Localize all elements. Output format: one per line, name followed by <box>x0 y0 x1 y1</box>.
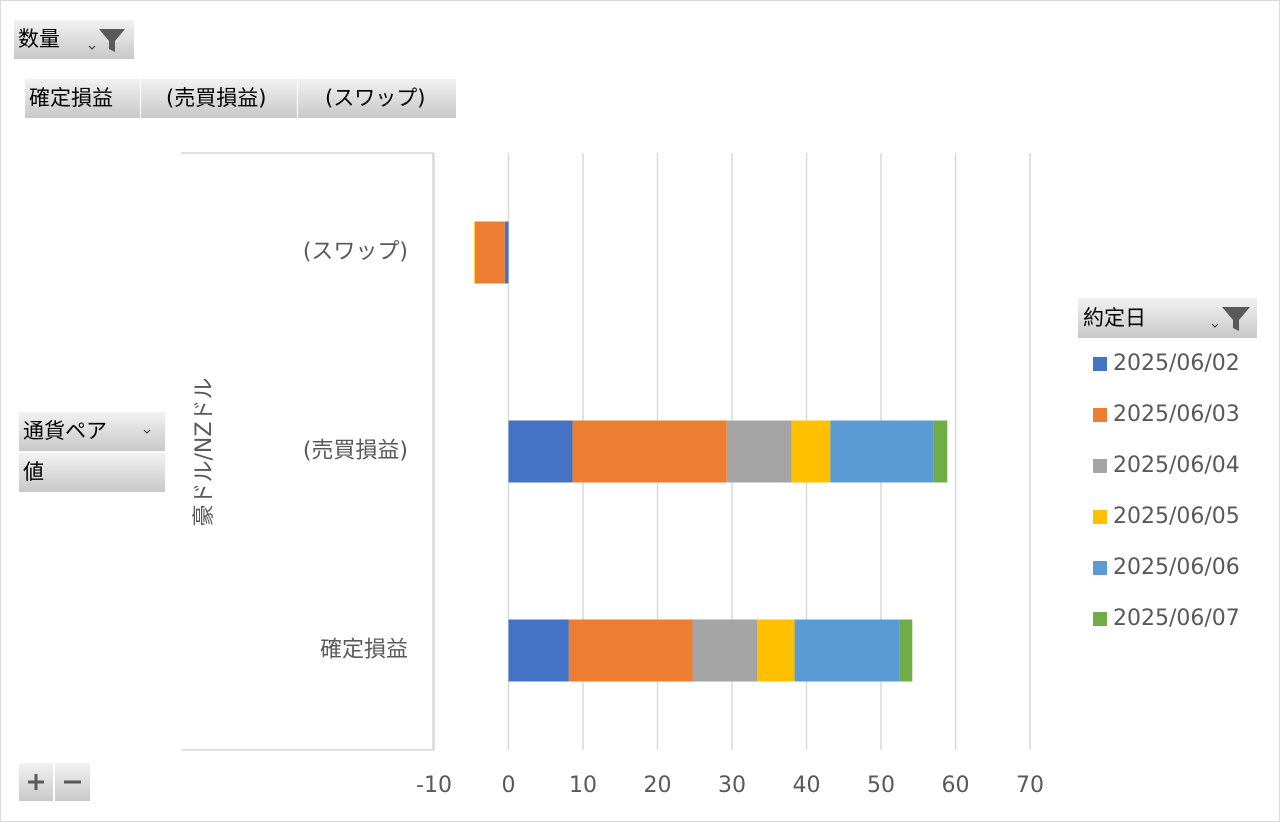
legend-swatch <box>1093 612 1107 626</box>
filter-icon <box>99 29 125 52</box>
legend-swatch <box>1093 510 1107 524</box>
x-tick-label: 60 <box>942 773 970 798</box>
legend-swatch <box>1093 459 1107 473</box>
bar-segment <box>474 221 475 284</box>
bar-segment <box>794 619 900 682</box>
y-tick-label: 確定損益 <box>320 638 408 663</box>
bar-segment <box>568 619 693 682</box>
legend-label: 2025/06/06 <box>1113 555 1240 580</box>
bar-segment <box>474 221 505 284</box>
category-group-label: 豪ドル/NZドル <box>192 378 217 527</box>
value-field-button[interactable] <box>298 79 456 118</box>
value-field-button[interactable] <box>25 79 140 118</box>
value-field-label: 確定損益 <box>29 86 113 110</box>
legend-field-label: 約定日 <box>1083 306 1146 330</box>
x-tick-label: 20 <box>644 773 672 798</box>
category-axis-frame <box>181 152 434 751</box>
bar-segment <box>830 420 934 483</box>
legend-label: 2025/06/02 <box>1113 351 1240 376</box>
plus-icon <box>28 774 44 790</box>
bar-segment <box>933 420 948 483</box>
filter-icon <box>1222 307 1250 331</box>
dropdown-arrow <box>143 429 151 434</box>
bar-segment <box>508 420 573 483</box>
y-tick-label: (売買損益) <box>303 439 408 464</box>
bar-segment <box>508 619 569 682</box>
x-tick-label: 30 <box>718 773 746 798</box>
bar-segment <box>791 420 831 483</box>
x-tick-label: 50 <box>867 773 895 798</box>
filter-field-label: 数量 <box>18 27 60 51</box>
legend-label: 2025/06/07 <box>1113 606 1240 631</box>
legend-label: 2025/06/04 <box>1113 453 1240 478</box>
x-tick-label: 10 <box>569 773 597 798</box>
value-field-label: (売買損益) <box>166 86 266 110</box>
y-tick-label: (スワップ) <box>303 240 408 265</box>
dropdown-arrow <box>1211 323 1219 328</box>
legend-swatch <box>1093 561 1107 575</box>
row-field-label: 値 <box>23 460 44 484</box>
bar-segment <box>504 221 509 284</box>
legend-swatch <box>1093 408 1107 422</box>
row-field-button[interactable] <box>19 453 165 492</box>
bar-segment <box>899 619 913 682</box>
dropdown-arrow <box>88 45 96 50</box>
x-tick-label: 40 <box>793 773 821 798</box>
value-field-button[interactable] <box>141 79 297 118</box>
legend-swatch <box>1093 357 1107 371</box>
legend-label: 2025/06/03 <box>1113 402 1240 427</box>
bar-segment <box>572 420 727 483</box>
x-tick-label: 70 <box>1016 773 1044 798</box>
row-field-label: 通貨ペア <box>23 419 107 443</box>
legend-label: 2025/06/05 <box>1113 504 1240 529</box>
value-field-label: (スワップ) <box>325 86 425 110</box>
row-field-button[interactable] <box>19 412 165 451</box>
bar-segment <box>726 420 792 483</box>
bar-segment <box>757 619 795 682</box>
x-tick-label: 0 <box>502 773 516 798</box>
x-tick-label: -10 <box>416 773 452 798</box>
legend-field-button[interactable] <box>1078 298 1257 338</box>
bar-segment <box>692 619 758 682</box>
